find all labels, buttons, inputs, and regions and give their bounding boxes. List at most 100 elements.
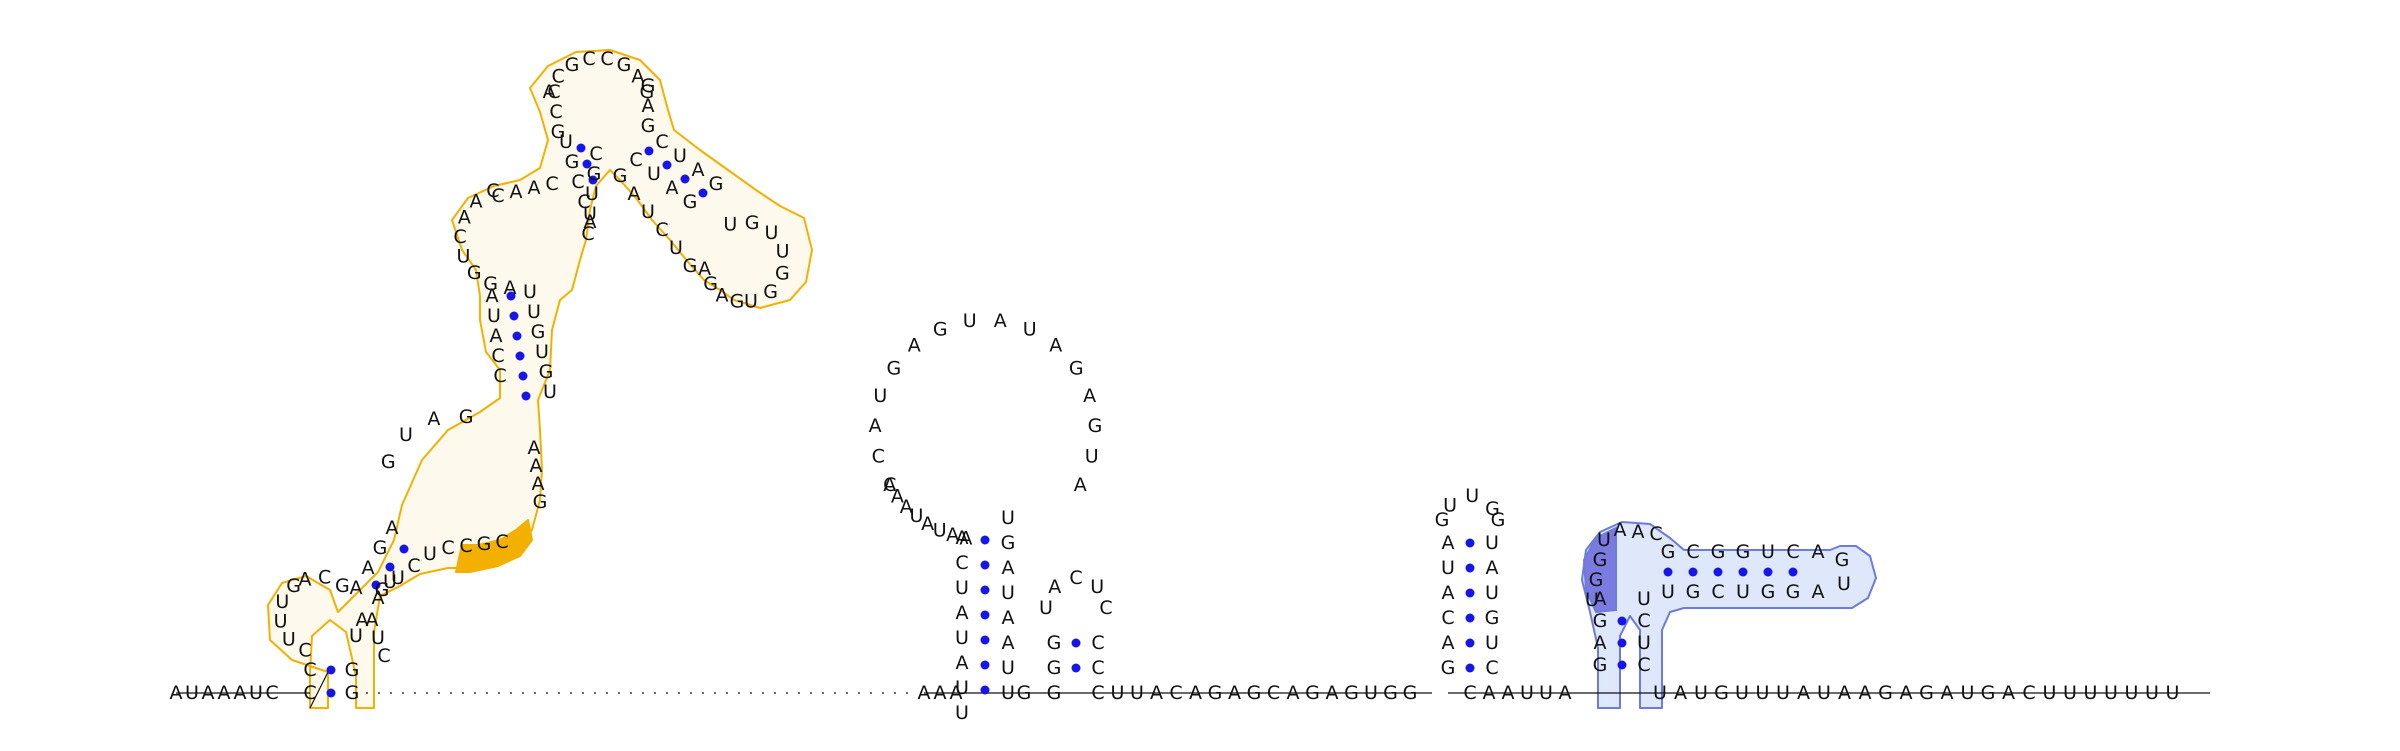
- h5-stem-3p-nt: C: [1637, 610, 1650, 632]
- h2-stem-5p-nt: A: [956, 652, 969, 674]
- h1-stem-nt: U: [583, 203, 597, 225]
- h5-stem-5p-nt: G: [1593, 610, 1608, 632]
- h4-stem-3p-nt: C: [1485, 657, 1498, 679]
- h1-stem-nt: C: [571, 171, 584, 193]
- h1-loop-nt: U: [275, 591, 289, 613]
- base-pairs: [326, 143, 1798, 698]
- h1-nt: A: [356, 609, 369, 631]
- tail-5p-nt: A: [170, 682, 183, 704]
- linker-2-nt: C: [1463, 682, 1476, 704]
- h1-loop-nt: U: [274, 611, 288, 633]
- h4-loop-nt: G: [1485, 498, 1500, 520]
- h4-loop-nt: U: [1443, 494, 1457, 516]
- h1-branch-loop-nt: G: [730, 290, 745, 312]
- h2-stem-5p-nt: A: [956, 527, 969, 549]
- linker-1-nt: G: [1247, 682, 1262, 704]
- h5-stem-5p-nt: G: [1593, 654, 1608, 676]
- h1-branch-nt: G: [613, 165, 628, 187]
- h2-loop-nt: A: [891, 485, 904, 507]
- h1-loop-nt: C: [453, 226, 466, 248]
- tail-5p-nt: A: [218, 682, 231, 704]
- tail-3p-nt: C: [2022, 682, 2035, 704]
- h1-loop-nt: U: [399, 424, 413, 446]
- tail-3p-nt: A: [1859, 682, 1872, 704]
- h5-dark-nt: G: [1589, 569, 1604, 591]
- h2-nt: A: [934, 682, 947, 704]
- h2-stem-3p-nt: U: [1001, 507, 1015, 529]
- base-pair-dot: [326, 665, 336, 675]
- h1-loop-nt: A: [458, 206, 471, 228]
- tail-5p-nt: A: [234, 682, 247, 704]
- h4-loop-nt: G: [1435, 509, 1450, 531]
- h2-nt: A: [918, 682, 931, 704]
- h5-loop-nt: C: [1649, 523, 1662, 545]
- h1-branch-nt: U: [641, 201, 655, 223]
- tail-3p-nt: G: [1878, 682, 1893, 704]
- h1-nt: G: [641, 75, 656, 97]
- linker-1-nt: C: [1091, 682, 1104, 704]
- base-pair-dot: [512, 331, 522, 341]
- h1-stem-nt: A: [490, 325, 503, 347]
- h5-loop-nt: A: [1614, 519, 1627, 541]
- h1-loop-nt: A: [299, 568, 312, 590]
- h1-orange-dark-nt: C: [441, 537, 454, 559]
- h3-nt: G: [1047, 682, 1062, 704]
- h1-stem-nt: C: [577, 191, 590, 213]
- h3-nt: G: [1047, 657, 1062, 679]
- h2-loop-nt: A: [959, 527, 972, 549]
- h5-inner-3p-nt: G: [1761, 581, 1776, 603]
- base-pair-dot: [518, 371, 528, 381]
- base-pair-dot: [1617, 638, 1627, 648]
- h1-nt: G: [375, 579, 390, 601]
- h5-stem-5p-nt: A: [1594, 632, 1607, 654]
- h5-inner-5p-nt: C: [1686, 541, 1699, 563]
- h1-branch-nt: A: [628, 183, 641, 205]
- base-pair-dot: [1071, 663, 1081, 673]
- h1-branch-loop-nt: G: [775, 262, 790, 284]
- h2-loop-nt: C: [883, 474, 896, 496]
- h1-nt: G: [345, 659, 360, 681]
- h1-branch-loop-nt: G: [763, 281, 778, 303]
- linker-1-nt: A: [1287, 682, 1300, 704]
- blue-dark-segment: [1582, 526, 1617, 614]
- tail-3p-nt: G: [1919, 682, 1934, 704]
- h1-apical-nt: G: [565, 54, 580, 76]
- h3-nt: G: [1047, 632, 1062, 654]
- h1-nt: C: [547, 81, 560, 103]
- h4-stem-5p-nt: C: [1441, 607, 1454, 629]
- h1-stem-nt: U: [543, 381, 557, 403]
- h2-loop-nt: G: [1088, 415, 1103, 437]
- h1-stem-nt: G: [531, 321, 546, 343]
- h1-stem-nt: A: [584, 211, 597, 233]
- blue-highlight-region: [1581, 521, 1877, 709]
- h1-nt: A: [530, 455, 543, 477]
- tail-3p-nt: A: [1941, 682, 1954, 704]
- h1-stem-nt: G: [539, 361, 554, 383]
- linker-1-nt: G: [1344, 682, 1359, 704]
- tail-3p-nt: U: [1653, 682, 1667, 704]
- tail-3p-nt: U: [1756, 682, 1770, 704]
- h1-stem-nt: A: [372, 587, 385, 609]
- h1-branch-loop-nt: A: [698, 258, 711, 280]
- h2-stem-5p-nt: U: [955, 702, 969, 724]
- linker-1-nt: A: [1150, 682, 1163, 704]
- h2-stem-5p-nt: U: [955, 577, 969, 599]
- base-pair-dot: [980, 660, 990, 670]
- h5-inner-3p-nt: G: [1786, 581, 1801, 603]
- h1-stem-nt: A: [386, 517, 399, 539]
- h2-loop-nt: A: [908, 335, 921, 357]
- tail-3p-nt: U: [1735, 682, 1749, 704]
- tail-5p-nt: U: [249, 682, 263, 704]
- h1-branch-nt: G: [683, 255, 698, 277]
- linker-1-nt: A: [1228, 682, 1241, 704]
- h1-orange-dark-nt: C: [459, 535, 472, 557]
- h4-stem-5p-nt: G: [1441, 657, 1456, 679]
- h2-loop-nt: A: [921, 513, 934, 535]
- h4-loop-nt: U: [1465, 485, 1479, 507]
- linker-2-nt: A: [1559, 682, 1572, 704]
- h2-loop-nt: A: [1049, 335, 1062, 357]
- tail-3p-nt: G: [1981, 682, 1996, 704]
- h1-nt: C: [491, 185, 504, 207]
- h3-loop-nt: A: [1048, 576, 1061, 598]
